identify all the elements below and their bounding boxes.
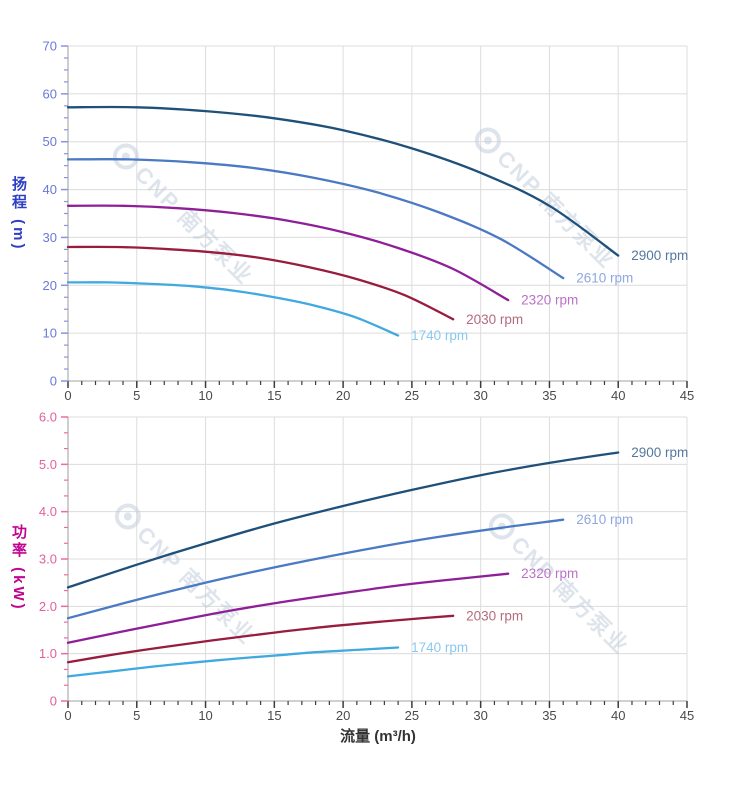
curve-label-1740-rpm: 1740 rpm bbox=[411, 640, 468, 655]
cnp-logo-icon bbox=[483, 136, 492, 145]
curve-2320-rpm bbox=[66, 572, 510, 644]
y-tick-label: 4.0 bbox=[39, 504, 57, 519]
y-tick-label: 20 bbox=[43, 278, 57, 293]
x-tick-label: 40 bbox=[611, 708, 625, 723]
y-tick-label: 30 bbox=[43, 230, 57, 245]
curve-2320-rpm bbox=[66, 204, 510, 302]
y-tick-label: 1.0 bbox=[39, 646, 57, 661]
curve-label-2030-rpm: 2030 rpm bbox=[466, 312, 523, 327]
cnp-watermark: CNP 南方泵业 bbox=[488, 513, 634, 660]
flow-axis-title: 流量 (m³/h) bbox=[340, 728, 416, 745]
x-tick-label: 25 bbox=[405, 388, 419, 403]
curve-label-2030-rpm: 2030 rpm bbox=[466, 608, 523, 623]
curve-label-2320-rpm: 2320 rpm bbox=[521, 566, 578, 581]
curve-label-2610-rpm: 2610 rpm bbox=[576, 512, 633, 527]
y-tick-label: 70 bbox=[43, 39, 57, 54]
y-tick-label: 5.0 bbox=[39, 457, 57, 472]
power-chart-series: 2900 rpm 2610 rpm 2320 rpm 2030 rpm 1740 rpm bbox=[66, 445, 688, 678]
x-tick-label: 30 bbox=[473, 388, 487, 403]
y-tick-label: 60 bbox=[43, 86, 57, 101]
curve-label-2610-rpm: 2610 rpm bbox=[576, 271, 633, 286]
y-tick-label: 10 bbox=[43, 326, 57, 341]
x-tick-label: 35 bbox=[542, 388, 556, 403]
y-tick-label: 50 bbox=[43, 134, 57, 149]
y-tick-label: 6.0 bbox=[39, 410, 57, 425]
curve-2900-rpm bbox=[66, 105, 620, 257]
y-tick-label: 40 bbox=[43, 182, 57, 197]
power-chart-axes: 0 5 10 15 20 25 30 35 40 45 0 1.0 2.0 3.0 4.0 5.0 6.0 bbox=[39, 410, 694, 724]
curve-1740-rpm bbox=[66, 281, 400, 337]
x-tick-label: 5 bbox=[133, 708, 140, 723]
power-axis-title: 功率 (kW) bbox=[10, 524, 27, 612]
curve-2610-rpm bbox=[66, 518, 565, 620]
cnp-watermark: CNP 南方泵业 bbox=[474, 127, 620, 274]
y-tick-label: 0 bbox=[50, 374, 57, 389]
curve-label-2320-rpm: 2320 rpm bbox=[521, 293, 578, 308]
y-tick-label: 2.0 bbox=[39, 599, 57, 614]
x-tick-label: 0 bbox=[64, 388, 71, 403]
cnp-logo-icon bbox=[114, 503, 141, 530]
x-tick-label: 25 bbox=[405, 708, 419, 723]
x-tick-label: 10 bbox=[198, 388, 212, 403]
x-tick-label: 20 bbox=[336, 388, 350, 403]
curve-label-2900-rpm: 2900 rpm bbox=[631, 248, 688, 263]
head-chart-axes: 0 5 10 15 20 25 30 35 40 45 0 10 20 30 40 50 60 70 bbox=[43, 39, 695, 404]
y-tick-label: 3.0 bbox=[39, 552, 57, 567]
x-tick-label: 5 bbox=[133, 388, 140, 403]
x-tick-label: 0 bbox=[64, 708, 71, 723]
x-tick-label: 15 bbox=[267, 388, 281, 403]
x-tick-label: 15 bbox=[267, 708, 281, 723]
watermark-text: CNP 南方泵业 bbox=[506, 531, 634, 659]
cnp-logo-icon bbox=[488, 513, 515, 540]
curve-2030-rpm bbox=[66, 245, 455, 321]
curve-2030-rpm bbox=[66, 614, 455, 664]
curve-label-2900-rpm: 2900 rpm bbox=[631, 445, 688, 460]
curve-1740-rpm bbox=[66, 646, 400, 678]
x-tick-label: 10 bbox=[198, 708, 212, 723]
cnp-logo-icon bbox=[474, 127, 501, 154]
x-tick-label: 45 bbox=[680, 388, 694, 403]
curve-2900-rpm bbox=[66, 451, 620, 589]
y-tick-label: 0 bbox=[50, 694, 57, 709]
cnp-logo-icon bbox=[112, 143, 139, 170]
watermark-text: CNP 南方泵业 bbox=[130, 161, 258, 289]
x-tick-label: 20 bbox=[336, 708, 350, 723]
x-tick-label: 35 bbox=[542, 708, 556, 723]
x-tick-label: 30 bbox=[473, 708, 487, 723]
x-tick-label: 45 bbox=[680, 708, 694, 723]
curve-label-1740-rpm: 1740 rpm bbox=[411, 328, 468, 343]
head-axis-title: 扬程 (m) bbox=[10, 176, 27, 252]
x-tick-label: 40 bbox=[611, 388, 625, 403]
cnp-logo-icon bbox=[123, 512, 132, 521]
curve-2610-rpm bbox=[66, 158, 565, 280]
